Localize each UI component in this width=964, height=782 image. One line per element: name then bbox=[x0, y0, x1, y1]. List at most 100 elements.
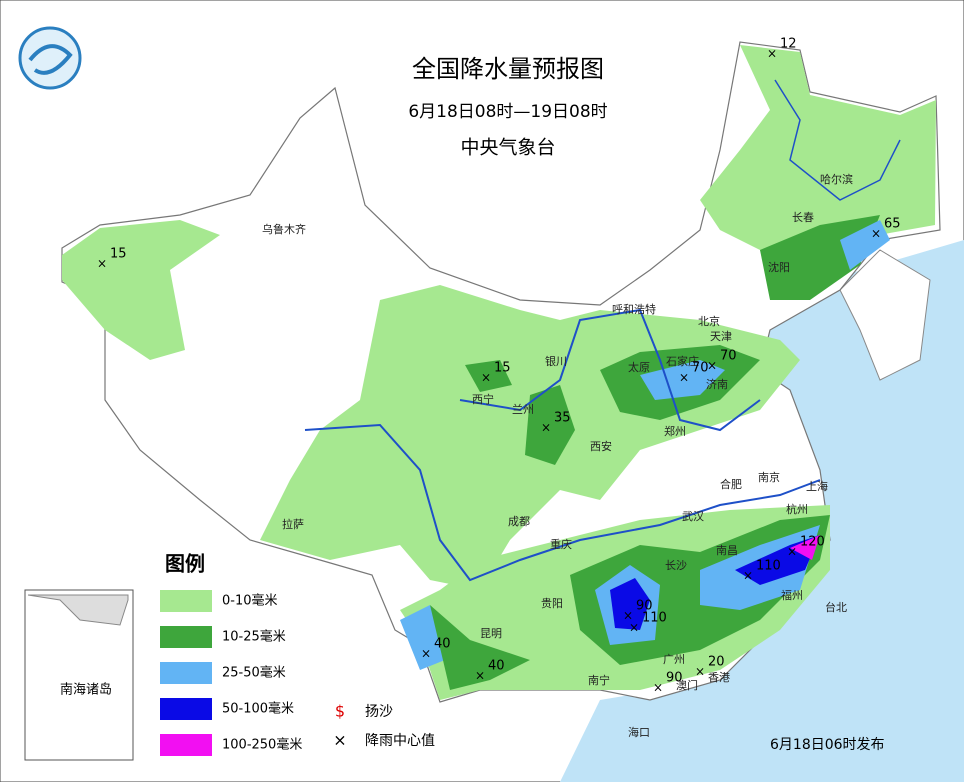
river bbox=[459, 308, 761, 432]
inset-label: 南海诸岛 bbox=[60, 682, 112, 698]
city-label: 长春 bbox=[792, 211, 814, 224]
issue-time: 6月18日06时发布 bbox=[770, 737, 885, 753]
city-label: 南京 bbox=[758, 470, 780, 484]
city-label: 石家庄 bbox=[666, 354, 699, 368]
center-mark: × bbox=[707, 359, 717, 373]
center-mark: × bbox=[743, 569, 753, 583]
title: 全国降水量预报图 bbox=[412, 55, 604, 83]
rain-area bbox=[525, 385, 575, 465]
inset-land bbox=[27, 594, 129, 626]
city-label: 太原 bbox=[628, 361, 650, 374]
legend-symbol: × bbox=[333, 731, 346, 750]
legend-label: 0-10毫米 bbox=[222, 593, 278, 609]
city-label: 昆明 bbox=[480, 627, 502, 640]
city-label: 海口 bbox=[628, 725, 650, 739]
legend-symbol: $ bbox=[335, 702, 345, 721]
legend-swatch bbox=[160, 590, 212, 612]
city-label: 西安 bbox=[590, 439, 612, 453]
city-label: 武汉 bbox=[682, 510, 704, 523]
center-value: 90 bbox=[666, 671, 683, 686]
center-value: 120 bbox=[800, 535, 825, 550]
city-label: 乌鲁木齐 bbox=[262, 222, 306, 236]
rain-area bbox=[640, 360, 725, 400]
river bbox=[774, 79, 901, 201]
center-value: 65 bbox=[884, 217, 901, 232]
rain-area bbox=[790, 535, 820, 560]
legend-swatch bbox=[160, 626, 212, 648]
city-label: 兰州 bbox=[512, 403, 534, 416]
center-value: 15 bbox=[494, 361, 511, 376]
center-mark: × bbox=[679, 371, 689, 385]
city-label: 郑州 bbox=[664, 424, 686, 438]
center-mark: × bbox=[481, 371, 491, 385]
center-value: 70 bbox=[692, 361, 709, 376]
city-label: 呼和浩特 bbox=[612, 302, 656, 316]
center-mark: × bbox=[629, 621, 639, 635]
city-label: 南昌 bbox=[716, 544, 738, 557]
center-value: 40 bbox=[434, 637, 451, 652]
legend-title: 图例 bbox=[165, 552, 205, 576]
center-value: 35 bbox=[554, 411, 571, 426]
city-label: 上海 bbox=[806, 479, 828, 493]
city-label: 银川 bbox=[545, 354, 567, 368]
city-label: 香港 bbox=[708, 671, 730, 684]
rain-area bbox=[400, 605, 445, 670]
center-mark: × bbox=[623, 609, 633, 623]
center-value: 110 bbox=[756, 559, 781, 574]
center-value: 90 bbox=[636, 599, 653, 614]
rain-area bbox=[840, 220, 890, 270]
center-mark: × bbox=[871, 227, 881, 241]
city-label: 贵阳 bbox=[541, 597, 563, 610]
rain-area bbox=[430, 605, 530, 690]
center-mark: × bbox=[541, 421, 551, 435]
city-label: 重庆 bbox=[550, 537, 572, 551]
rain-area bbox=[62, 220, 220, 360]
korea bbox=[839, 249, 931, 381]
center-mark: × bbox=[695, 665, 705, 679]
city-label: 哈尔滨 bbox=[820, 172, 853, 186]
rain-area bbox=[465, 360, 512, 392]
city-label: 合肥 bbox=[720, 477, 742, 491]
issuer: 中央气象台 bbox=[460, 137, 555, 159]
legend-label: 100-250毫米 bbox=[222, 737, 302, 753]
center-mark: × bbox=[653, 681, 663, 695]
legend-swatch bbox=[160, 662, 212, 684]
period: 6月18日08时—19日08时 bbox=[408, 102, 607, 122]
legend-symbol-label: 降雨中心值 bbox=[365, 733, 435, 749]
legend: 0-10毫米 10-25毫米 25-50毫米 50-100毫米 100-250毫米 $ 扬沙… bbox=[160, 590, 435, 756]
center-value: 12 bbox=[780, 37, 797, 52]
center-value: 15 bbox=[110, 247, 127, 262]
city-label: 西宁 bbox=[472, 392, 494, 406]
city-label: 福州 bbox=[781, 588, 803, 602]
rain-areas bbox=[62, 45, 936, 700]
legend-symbol-label: 扬沙 bbox=[365, 704, 393, 720]
rain-area bbox=[610, 578, 650, 630]
logo bbox=[18, 26, 82, 90]
center-mark: × bbox=[97, 257, 107, 271]
legend-swatch bbox=[160, 734, 212, 756]
center-mark: × bbox=[767, 47, 777, 61]
sea bbox=[560, 240, 964, 782]
city-label: 拉萨 bbox=[282, 517, 304, 531]
center-value: 110 bbox=[642, 611, 667, 626]
city-label: 杭州 bbox=[786, 502, 808, 516]
city-label: 南宁 bbox=[588, 673, 610, 687]
city-label: 沈阳 bbox=[768, 260, 790, 274]
center-value: 20 bbox=[708, 655, 725, 670]
logo-mark bbox=[28, 44, 73, 75]
city-label: 北京 bbox=[698, 314, 720, 328]
center-mark: × bbox=[787, 545, 797, 559]
center-value: 70 bbox=[720, 349, 737, 364]
city-label: 广州 bbox=[663, 653, 685, 666]
legend-label: 10-25毫米 bbox=[222, 629, 286, 645]
center-mark: × bbox=[475, 669, 485, 683]
legend-label: 25-50毫米 bbox=[222, 665, 286, 681]
city-label: 成都 bbox=[508, 515, 530, 528]
legend-swatch bbox=[160, 698, 212, 720]
legend-label: 50-100毫米 bbox=[222, 701, 294, 717]
city-label: 长沙 bbox=[665, 559, 687, 572]
river bbox=[304, 423, 821, 582]
rain-area bbox=[700, 45, 936, 300]
city-label: 澳门 bbox=[676, 678, 698, 692]
